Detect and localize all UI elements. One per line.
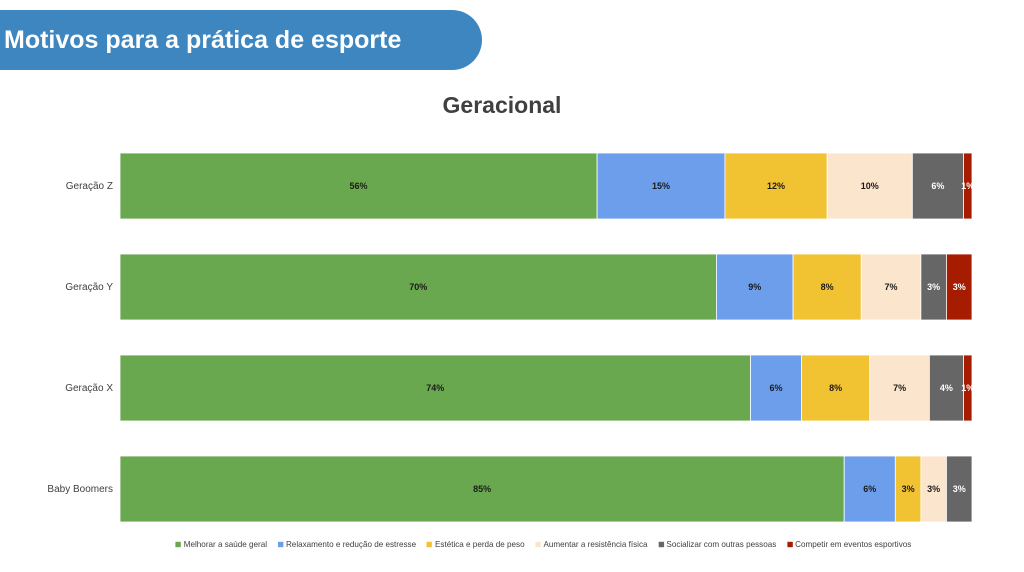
bar-segment bbox=[963, 354, 973, 422]
data-label: 3% bbox=[953, 282, 966, 292]
data-label: 3% bbox=[927, 484, 940, 494]
bar-segment bbox=[920, 253, 947, 321]
data-label: 3% bbox=[927, 282, 940, 292]
legend-label: Competir em eventos esportivos bbox=[795, 540, 912, 549]
legend-item: Aumentar a resistência física bbox=[535, 540, 648, 549]
data-label: 56% bbox=[350, 181, 368, 191]
bar-segment bbox=[119, 253, 717, 321]
legend-label: Socializar com outras pessoas bbox=[666, 540, 777, 549]
data-label: 6% bbox=[770, 383, 783, 393]
data-label: 15% bbox=[652, 181, 670, 191]
bar-segment bbox=[894, 455, 922, 523]
data-label: 8% bbox=[821, 282, 834, 292]
bar-segment bbox=[843, 455, 896, 523]
legend-item: Melhorar a saúde geral bbox=[175, 540, 268, 549]
category-label: Baby Boomers bbox=[47, 484, 113, 495]
bar-segment bbox=[724, 152, 828, 220]
bar-segment bbox=[869, 354, 930, 422]
page-title: Motivos para a prática de esporte bbox=[4, 26, 402, 54]
legend-item: Competir em eventos esportivos bbox=[787, 540, 911, 549]
data-label: 6% bbox=[863, 484, 876, 494]
category-label: Geração X bbox=[65, 383, 113, 394]
bar-segment bbox=[946, 253, 973, 321]
chart-legend: Melhorar a saúde geral Relaxamento e redu… bbox=[53, 540, 1024, 549]
data-label: 3% bbox=[902, 484, 915, 494]
data-label: 85% bbox=[473, 484, 491, 494]
legend-label: Melhorar a saúde geral bbox=[183, 540, 268, 549]
data-label: 70% bbox=[409, 282, 427, 292]
legend-item: Estética e perda de peso bbox=[426, 540, 525, 549]
chart-title: Geracional bbox=[442, 92, 562, 118]
stacked-bar-chart: Geração Z 56% 15% 12% 10% 6% 1% Geração Y 70% 9% 8… bbox=[47, 152, 974, 523]
data-label: 10% bbox=[861, 181, 879, 191]
header-banner bbox=[0, 10, 482, 70]
data-label: 6% bbox=[931, 181, 944, 191]
data-label: 74% bbox=[426, 383, 444, 393]
legend-item: Relaxamento e redução de estresse bbox=[277, 540, 417, 549]
category-label: Geração Z bbox=[66, 181, 113, 192]
legend-swatch bbox=[426, 541, 433, 548]
bar-segment bbox=[801, 354, 871, 422]
legend-swatch bbox=[175, 541, 182, 548]
data-label: 1% bbox=[961, 383, 974, 393]
legend-swatch bbox=[535, 541, 541, 548]
legend-label: Aumentar a resistência física bbox=[543, 540, 648, 549]
legend-swatch bbox=[658, 541, 664, 548]
bar-segment bbox=[911, 152, 964, 220]
bar-segment bbox=[119, 354, 751, 422]
category-label: Geração Y bbox=[65, 282, 113, 293]
legend-swatch bbox=[277, 541, 284, 548]
bar-segment bbox=[929, 354, 964, 422]
bar-segment bbox=[946, 455, 973, 523]
data-label: 4% bbox=[940, 383, 953, 393]
data-label: 3% bbox=[953, 484, 966, 494]
bar-segment bbox=[716, 253, 794, 321]
bar-segment bbox=[119, 455, 845, 523]
bar-segment bbox=[860, 253, 922, 321]
legend-swatch bbox=[787, 541, 793, 548]
data-label: 9% bbox=[748, 282, 761, 292]
data-label: 1% bbox=[961, 181, 974, 191]
bar-segment bbox=[596, 152, 726, 220]
legend-label: Relaxamento e redução de estresse bbox=[285, 540, 417, 549]
data-label: 7% bbox=[893, 383, 906, 393]
legend-item: Socializar com outras pessoas bbox=[658, 540, 776, 549]
data-label: 7% bbox=[885, 282, 898, 292]
bar-segment bbox=[750, 354, 802, 422]
legend-label: Estética e perda de peso bbox=[434, 540, 525, 549]
bar-segment bbox=[963, 152, 973, 220]
data-label: 12% bbox=[767, 181, 785, 191]
bar-segment bbox=[826, 152, 913, 220]
bar-segment bbox=[792, 253, 862, 321]
data-label: 8% bbox=[829, 383, 842, 393]
